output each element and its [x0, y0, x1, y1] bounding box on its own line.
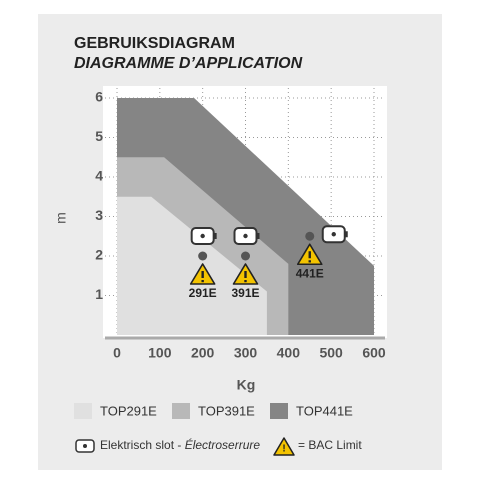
chart-subtitle: DIAGRAMME D’APPLICATION [74, 55, 303, 72]
warning-icon [232, 263, 259, 285]
lock-note-fr: Électroserrure [185, 437, 261, 452]
area [117, 196, 267, 335]
x-tick-label: 600 [362, 345, 386, 361]
y-tick-label: 6 [95, 89, 103, 105]
lock-tab [344, 231, 348, 238]
annotation-label: 391E [231, 286, 259, 300]
warning-icon [189, 263, 216, 285]
warning-icon [296, 243, 323, 266]
lock-note-nl: Elektrisch slot - [100, 438, 185, 452]
footer: Elektrisch slot - Électroserrure ! = BAC… [75, 437, 362, 456]
x-tick-label: 500 [319, 345, 343, 361]
y-tick-label: 4 [95, 168, 103, 184]
marker [198, 251, 208, 261]
lock-dot [200, 233, 205, 239]
lock-dot [331, 232, 336, 237]
x-tick-label: 300 [234, 345, 258, 361]
marker [241, 251, 250, 261]
x-axis-label: Kg [237, 377, 256, 393]
x-tick-label: 0 [113, 345, 121, 361]
warning-mark [244, 271, 247, 278]
lock-icon [233, 227, 260, 245]
lock-tab [213, 233, 217, 239]
y-axis-label: m [53, 212, 69, 224]
x-tick-label: 400 [277, 345, 301, 361]
x-tick-label: 200 [191, 345, 215, 361]
warning-mark [308, 260, 311, 263]
lock-note: Elektrisch slot - Électroserrure [100, 437, 260, 452]
legend-label: TOP391E [198, 403, 255, 418]
lock-icon [321, 225, 348, 244]
legend-swatch [74, 403, 92, 419]
y-tick-label: 3 [95, 207, 103, 223]
legend-swatch [172, 403, 190, 419]
svg-text:!: ! [282, 444, 285, 455]
lock-tab [256, 233, 260, 239]
warning-icon: ! [273, 437, 295, 456]
lock-icon [75, 439, 95, 453]
y-tick-label: 1 [95, 286, 103, 302]
warning-mark [308, 251, 311, 259]
legend-label: TOP291E [100, 403, 157, 418]
y-tick-label: 5 [95, 128, 103, 144]
annotation-label: 441E [296, 266, 324, 280]
x-tick-label: 100 [148, 345, 172, 361]
chart-title: GEBRUIKSDIAGRAM [74, 35, 235, 52]
warning-mark [201, 280, 204, 283]
legend-label: TOP441E [296, 403, 353, 418]
bac-note: = BAC Limit [298, 438, 362, 452]
warning-mark [201, 271, 204, 278]
annotation-label: 291E [189, 286, 217, 300]
lock-icon [190, 227, 217, 245]
warning-mark [244, 280, 247, 283]
lock-dot [243, 233, 248, 239]
y-tick-label: 2 [95, 247, 103, 263]
legend-swatch [270, 403, 288, 419]
marker [305, 231, 315, 241]
